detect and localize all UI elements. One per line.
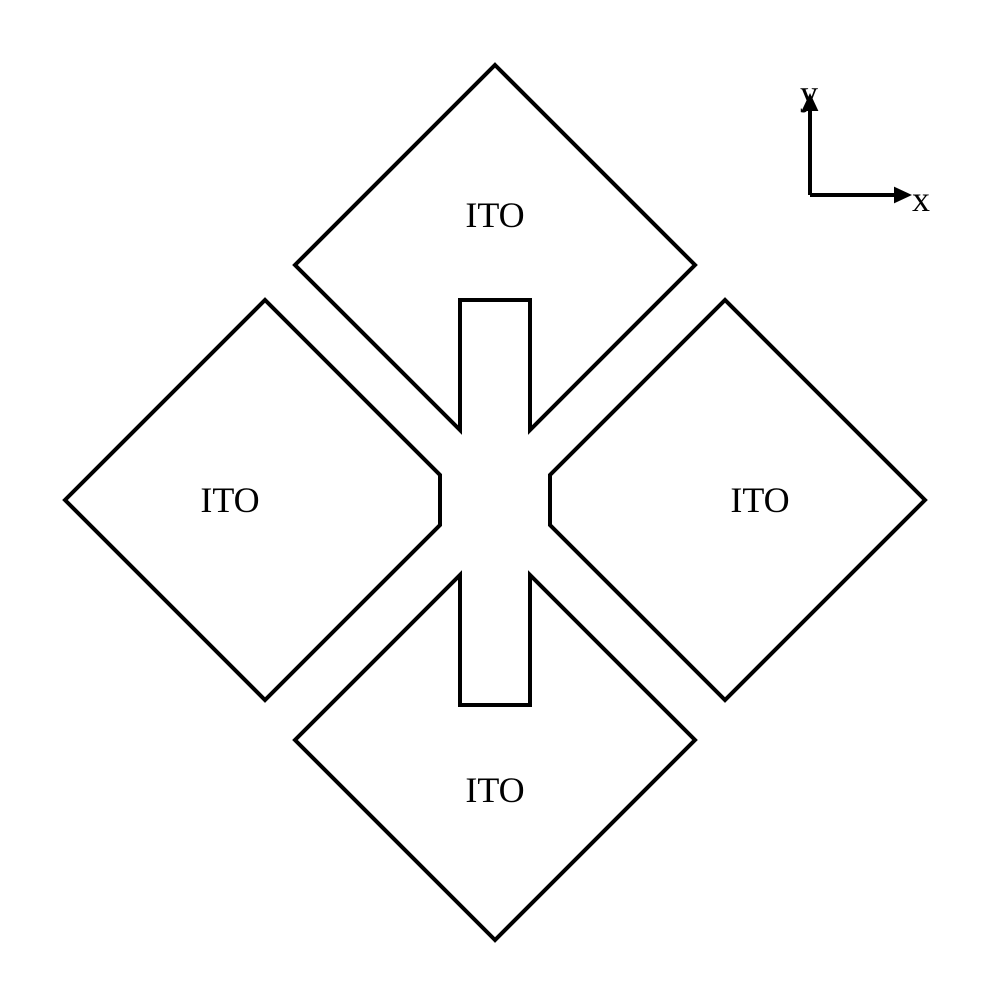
label-top: ITO bbox=[465, 194, 524, 236]
x-axis-label: x bbox=[912, 178, 930, 220]
diagram-canvas bbox=[0, 0, 994, 1000]
shape-bottom bbox=[295, 575, 695, 940]
x-axis-arrow bbox=[894, 187, 912, 204]
axis-group bbox=[802, 93, 912, 203]
y-axis-label: y bbox=[800, 72, 818, 114]
shape-top bbox=[295, 65, 695, 430]
label-right: ITO bbox=[730, 479, 789, 521]
label-bottom: ITO bbox=[465, 769, 524, 811]
label-left: ITO bbox=[200, 479, 259, 521]
